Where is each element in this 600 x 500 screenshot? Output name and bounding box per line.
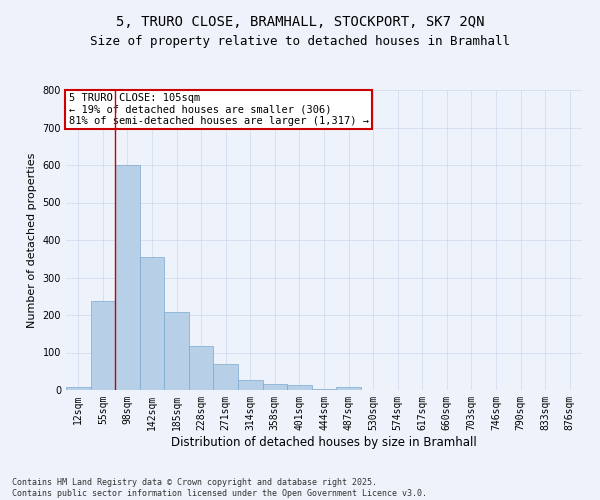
Bar	[66, 388, 91, 390]
Text: 5 TRURO CLOSE: 105sqm
← 19% of detached houses are smaller (306)
81% of semi-det: 5 TRURO CLOSE: 105sqm ← 19% of detached …	[68, 93, 368, 126]
Bar	[140, 257, 164, 390]
Text: 5, TRURO CLOSE, BRAMHALL, STOCKPORT, SK7 2QN: 5, TRURO CLOSE, BRAMHALL, STOCKPORT, SK7…	[116, 15, 484, 29]
Bar	[189, 346, 214, 390]
Text: Size of property relative to detached houses in Bramhall: Size of property relative to detached ho…	[90, 35, 510, 48]
Bar	[91, 300, 115, 390]
Bar	[164, 312, 189, 390]
Bar	[263, 384, 287, 390]
Bar	[214, 364, 238, 390]
Bar	[115, 165, 140, 390]
Bar	[336, 388, 361, 390]
Bar	[312, 388, 336, 390]
Bar	[238, 380, 263, 390]
Bar	[287, 385, 312, 390]
Text: Contains HM Land Registry data © Crown copyright and database right 2025.
Contai: Contains HM Land Registry data © Crown c…	[12, 478, 427, 498]
Y-axis label: Number of detached properties: Number of detached properties	[27, 152, 37, 328]
X-axis label: Distribution of detached houses by size in Bramhall: Distribution of detached houses by size …	[171, 436, 477, 448]
